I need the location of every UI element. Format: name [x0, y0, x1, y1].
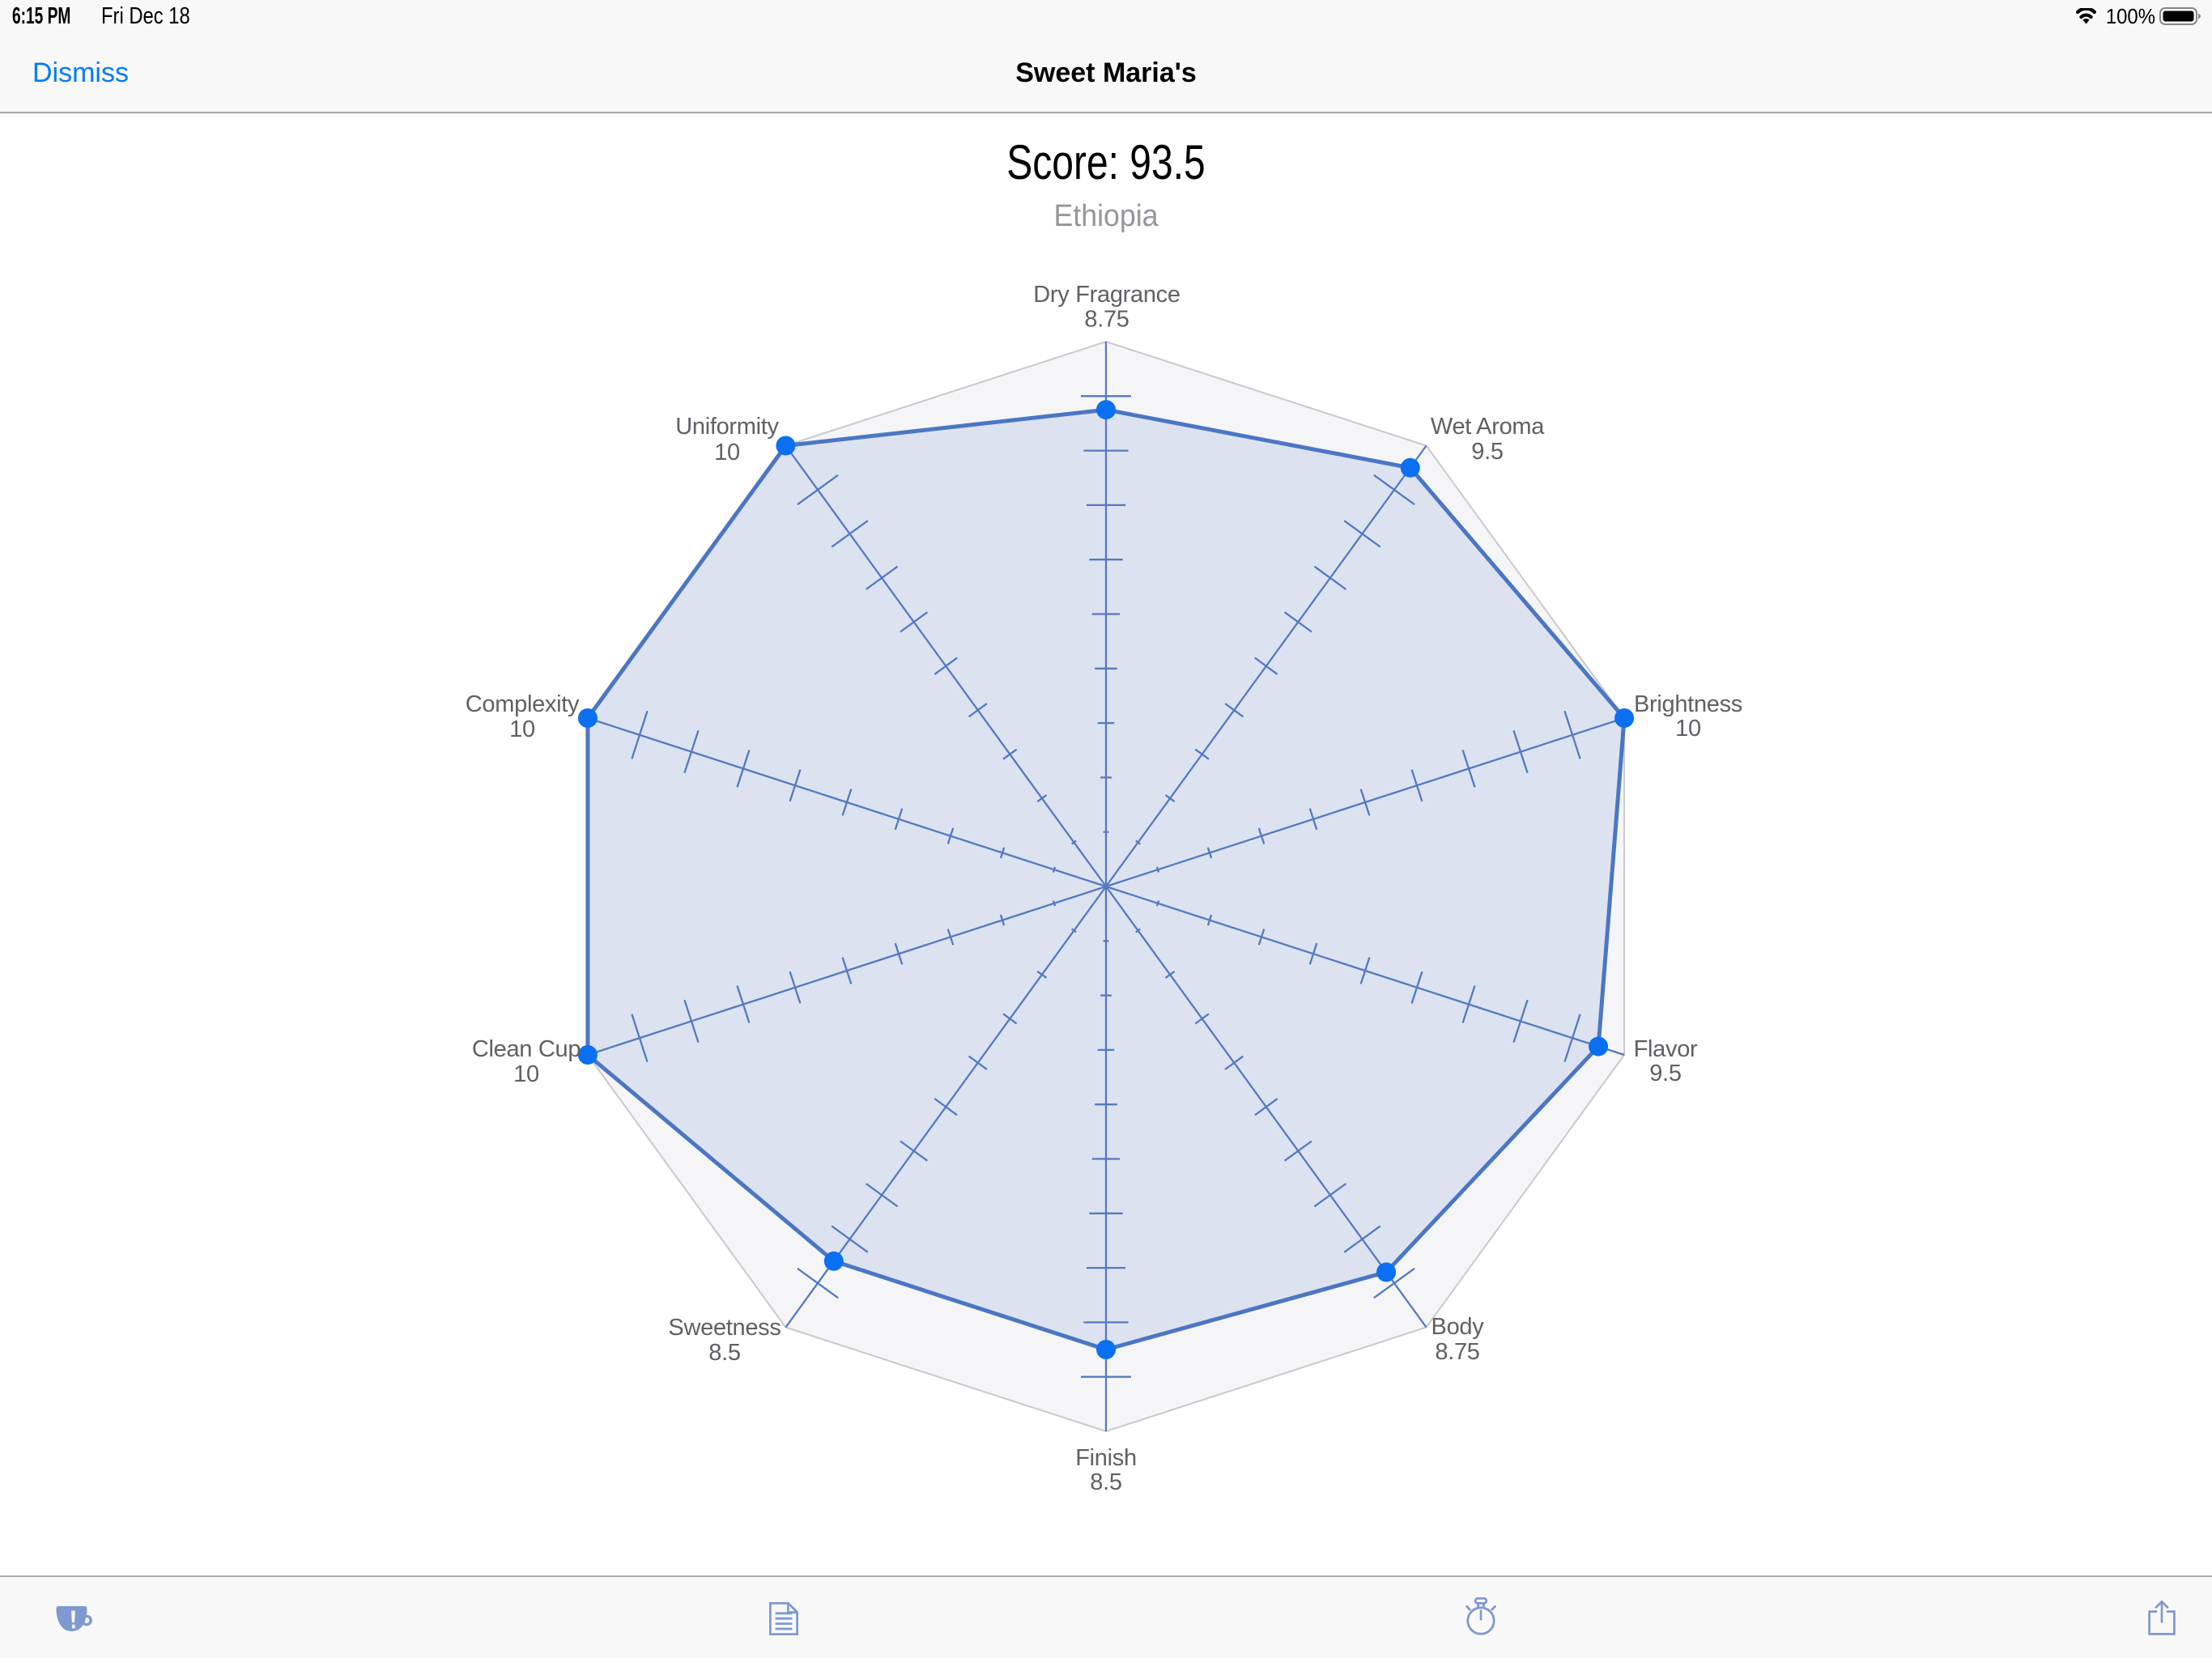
svg-text:10: 10 [513, 1061, 539, 1087]
svg-text:Complexity: Complexity [466, 691, 580, 717]
svg-text:8.75: 8.75 [1084, 307, 1129, 333]
svg-text:9.5: 9.5 [1471, 439, 1503, 465]
svg-text:Dry Fragrance: Dry Fragrance [1033, 282, 1180, 308]
svg-text:8.75: 8.75 [1435, 1339, 1479, 1365]
svg-text:Brightness: Brightness [1634, 691, 1742, 717]
svg-text:Body: Body [1431, 1314, 1485, 1340]
svg-text:9.5: 9.5 [1649, 1061, 1681, 1086]
svg-text:Flavor: Flavor [1634, 1036, 1698, 1062]
svg-text:10: 10 [1675, 716, 1701, 742]
svg-text:8.5: 8.5 [1090, 1469, 1121, 1495]
svg-text:Wet Aroma: Wet Aroma [1431, 414, 1545, 440]
svg-text:Clean Cup: Clean Cup [472, 1036, 581, 1062]
svg-text:10: 10 [714, 440, 740, 466]
svg-text:10: 10 [509, 716, 535, 742]
svg-text:Sweetness: Sweetness [668, 1315, 781, 1341]
svg-text:Uniformity: Uniformity [675, 414, 779, 440]
svg-text:8.5: 8.5 [708, 1340, 740, 1366]
svg-text:Finish: Finish [1075, 1445, 1137, 1471]
